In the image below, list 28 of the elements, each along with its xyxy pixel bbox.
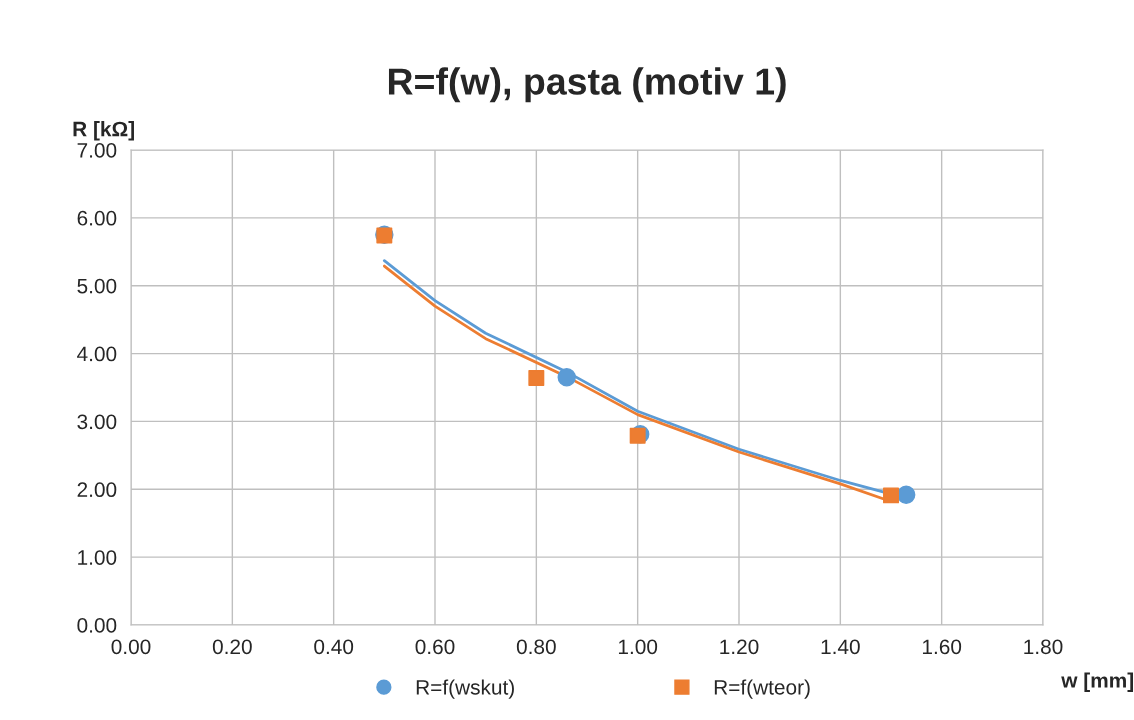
- point: [557, 368, 576, 387]
- legend-label: R=f(wteor): [714, 679, 810, 699]
- y-tick-label: 7.00: [77, 143, 117, 158]
- x-tick-label: 0.00: [111, 639, 151, 655]
- x-tick-label: 0.60: [415, 639, 455, 655]
- chart-title: R=f(w), pasta (motiv 1): [388, 67, 786, 103]
- x-tick-label: 1.00: [618, 639, 658, 655]
- x-tick-label: 0.80: [516, 639, 556, 655]
- point: [896, 485, 916, 504]
- x-tick-label: 1.20: [720, 639, 759, 655]
- y-axis-title: R [kΩ]: [73, 121, 134, 141]
- x-tick-label: 1.40: [821, 639, 860, 655]
- point: [528, 370, 545, 386]
- x-tick-label: 0.20: [212, 639, 252, 655]
- y-tick-label: 4.00: [77, 346, 117, 362]
- y-tick-label: 5.00: [77, 278, 117, 294]
- y-tick-label: 3.00: [77, 414, 117, 430]
- point: [629, 427, 646, 444]
- x-tick-label: 0.40: [314, 639, 354, 655]
- y-tick-label: 0.00: [77, 618, 117, 633]
- legend-label: R=f(wskut): [416, 679, 514, 699]
- x-tick-label: 1.60: [922, 639, 962, 655]
- y-tick-label: 6.00: [77, 210, 117, 226]
- y-tick-label: 1.00: [78, 550, 117, 565]
- x-tick-label: 1.80: [1024, 639, 1063, 655]
- x-axis-title: w [mm]: [1061, 672, 1134, 692]
- point: [883, 487, 899, 504]
- y-tick-label: 2.00: [77, 482, 117, 498]
